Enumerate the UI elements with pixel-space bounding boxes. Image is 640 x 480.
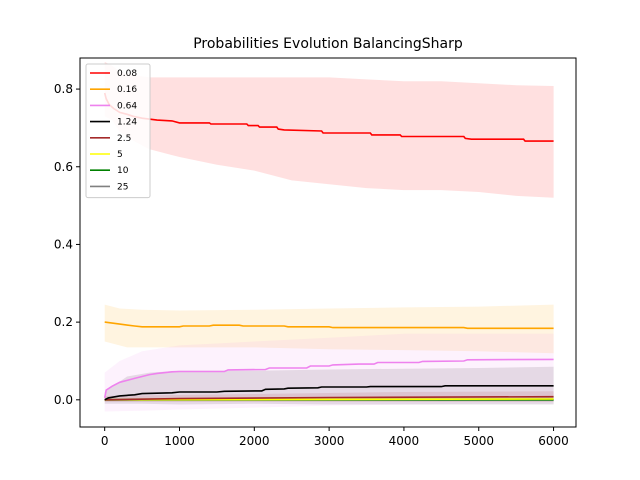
legend-label-0.64: 0.64 bbox=[117, 101, 137, 111]
legend-label-0.16: 0.16 bbox=[117, 85, 137, 95]
legend-label-5: 5 bbox=[117, 150, 123, 160]
x-tick-label: 2000 bbox=[239, 434, 270, 448]
y-tick-label: 0.0 bbox=[54, 393, 73, 407]
y-tick-label: 0.4 bbox=[54, 237, 73, 251]
line-series-5 bbox=[104, 398, 554, 401]
line-series-0.64 bbox=[103, 358, 554, 399]
y-tick-label: 0.8 bbox=[54, 82, 73, 96]
line-series-2.5 bbox=[104, 395, 554, 401]
y-axis-ticks: 0.0 0.2 0.4 0.6 0.8 bbox=[54, 82, 80, 407]
x-tick-label: 5000 bbox=[463, 434, 494, 448]
line-series-1.24 bbox=[104, 384, 554, 401]
band-series-1.24 bbox=[104, 366, 554, 405]
legend-label-2.5: 2.5 bbox=[117, 134, 131, 144]
line-series-0.16 bbox=[104, 321, 554, 330]
x-tick-label: 3000 bbox=[314, 434, 345, 448]
chart-title: Probabilities Evolution BalancingSharp bbox=[193, 36, 463, 52]
legend-label-25: 25 bbox=[117, 182, 128, 192]
y-tick-label: 0.2 bbox=[54, 315, 73, 329]
x-tick-label: 1000 bbox=[164, 434, 195, 448]
x-tick-label: 4000 bbox=[389, 434, 420, 448]
legend-box bbox=[85, 63, 151, 199]
x-tick-label: 0 bbox=[101, 434, 109, 448]
band-series-0.16 bbox=[104, 304, 554, 354]
plot-area-frame bbox=[79, 57, 577, 428]
x-tick-label: 6000 bbox=[538, 434, 569, 448]
legend: 0.08 0.16 0.64 1.24 2.5 5 10 25 bbox=[85, 63, 151, 199]
legend-label-1.24: 1.24 bbox=[117, 118, 137, 128]
y-tick-label: 0.6 bbox=[54, 160, 73, 174]
x-axis-ticks: 0 1000 2000 3000 4000 5000 6000 bbox=[101, 427, 569, 448]
legend-label-10: 10 bbox=[117, 166, 129, 176]
legend-label-0.08: 0.08 bbox=[117, 69, 137, 79]
band-series-0.08 bbox=[104, 61, 554, 198]
